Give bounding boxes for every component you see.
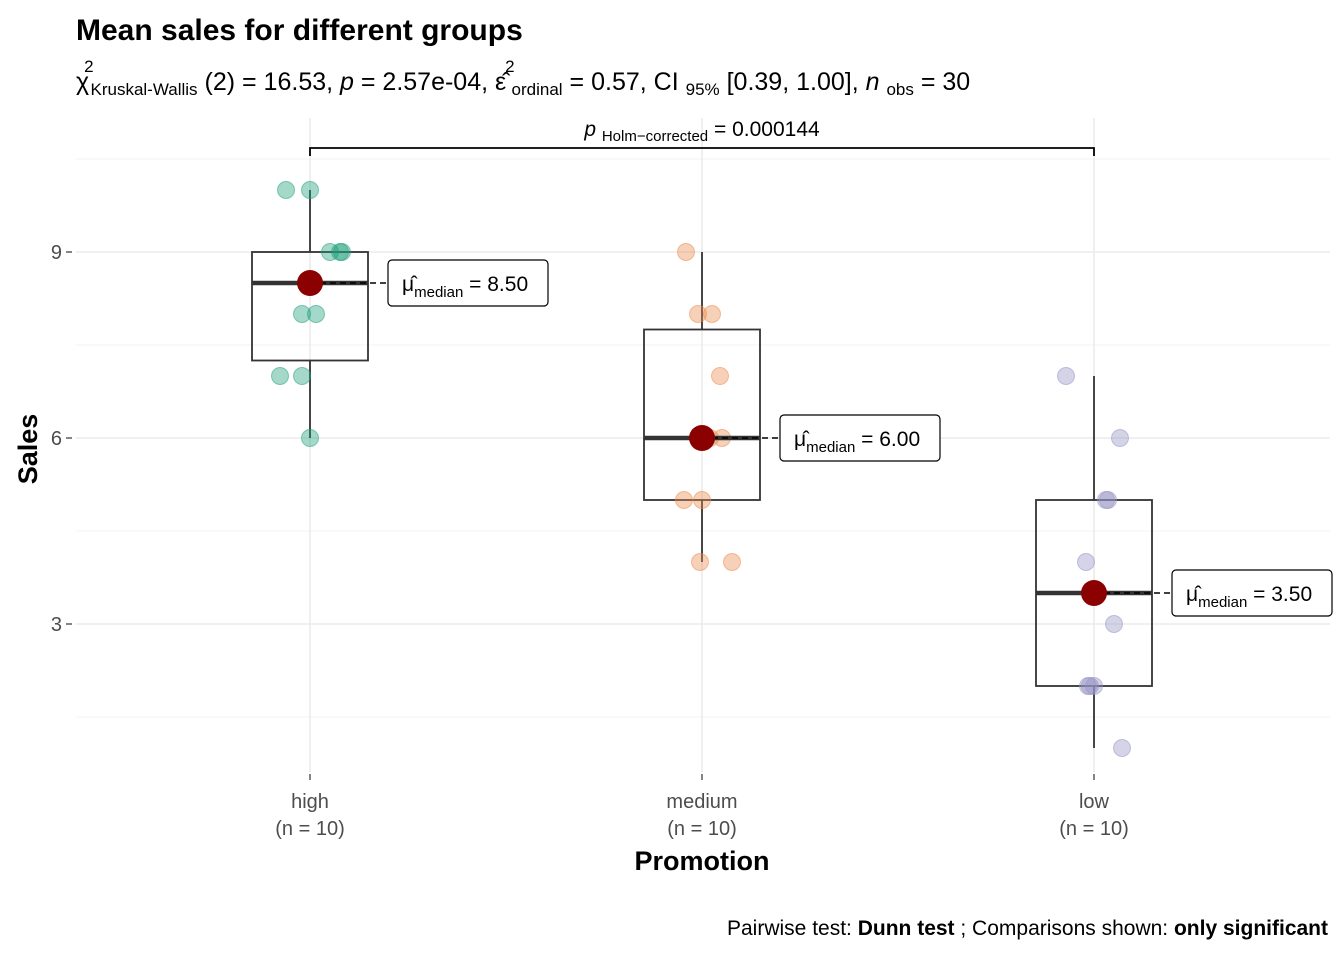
- comparison-bracket: p Holm−corrected = 0.000144: [309, 118, 1095, 156]
- chart-title: Mean sales for different groups: [76, 14, 523, 47]
- x-tick-count: (n = 10): [275, 818, 344, 840]
- subtitle-df: (2): [205, 68, 236, 96]
- median-label-value: 3.50: [1271, 583, 1312, 606]
- subtitle-n-value: = 30: [921, 68, 970, 96]
- x-axis-ticks: high (n = 10) medium (n = 10) low (n = 10): [275, 774, 1129, 840]
- data-point: [333, 243, 351, 261]
- subtitle-es-value: = 0.57, CI: [570, 68, 679, 96]
- data-point: [1113, 739, 1131, 757]
- data-point: [1057, 367, 1075, 385]
- subtitle-n-symbol: n: [866, 68, 880, 96]
- median-label-value: 6.00: [879, 428, 920, 451]
- median-label-eq: =: [855, 428, 879, 451]
- median-label-eq: =: [463, 273, 487, 296]
- subtitle-p-symbol: p: [339, 68, 354, 96]
- box: [251, 251, 369, 362]
- data-point: [1077, 553, 1095, 571]
- median-label-sub: median: [806, 439, 855, 456]
- data-point: [711, 367, 729, 385]
- y-axis-label: Sales: [13, 414, 43, 485]
- data-point: [1081, 677, 1099, 695]
- data-point: [293, 367, 311, 385]
- median-label-box: [779, 414, 941, 462]
- data-point: [693, 491, 711, 509]
- x-axis-label: Promotion: [635, 846, 770, 876]
- data-point: [1111, 429, 1129, 447]
- median-label-eq: =: [1247, 583, 1271, 606]
- box-group-medium: μ̂median = 6.00: [643, 243, 941, 571]
- box: [643, 328, 761, 501]
- data-point: [301, 429, 319, 447]
- data-point: [691, 553, 709, 571]
- data-point: [689, 305, 707, 323]
- x-tick-count: (n = 10): [667, 818, 736, 840]
- median-label: μ̂median = 3.50: [1186, 583, 1312, 611]
- data-point: [301, 181, 319, 199]
- median-label-sub: median: [414, 284, 463, 301]
- subtitle-es-sup: 2: [505, 57, 514, 76]
- y-tick-label: 3: [51, 614, 62, 636]
- y-tick-label: 9: [51, 242, 62, 264]
- data-point: [703, 305, 721, 323]
- subtitle-n-sub: obs: [886, 80, 913, 99]
- comparison-bracket-line: [309, 147, 1095, 156]
- x-tick-count: (n = 10): [1059, 818, 1128, 840]
- data-point: [293, 305, 311, 323]
- median-label: μ̂median = 8.50: [402, 273, 528, 301]
- subtitle-stat-value: = 16.53,: [242, 68, 340, 96]
- median-point: [689, 425, 715, 451]
- data-point: [271, 367, 289, 385]
- caption-part2: Dunn test: [858, 917, 955, 940]
- data-point: [675, 491, 693, 509]
- x-tick-label: high: [291, 791, 329, 813]
- subtitle-stat-sub: Kruskal-Wallis: [91, 80, 198, 99]
- box-group-high: μ̂median = 8.50: [251, 181, 549, 447]
- x-tick-label: medium: [666, 791, 737, 813]
- median-label-symbol: μ̂: [402, 273, 418, 296]
- data-point: [1085, 677, 1103, 695]
- subtitle-ci-sub: 95%: [686, 80, 720, 99]
- y-axis-ticks: 3 6 9: [51, 242, 72, 636]
- chart-subtitle: χ 2 Kruskal-Wallis (2) = 16.53, p = 2.57…: [76, 50, 970, 101]
- median-label-box: [1171, 569, 1333, 617]
- subtitle-es-sub: ordinal: [512, 80, 563, 99]
- data-point: [677, 243, 695, 261]
- x-tick-label: low: [1079, 791, 1110, 813]
- caption-part3: ; Comparisons shown:: [960, 917, 1174, 940]
- comparison-label: p Holm−corrected = 0.000144: [583, 118, 820, 146]
- data-point: [277, 181, 295, 199]
- data-point: [307, 305, 325, 323]
- subtitle-p-value: = 2.57e-04,: [361, 68, 495, 96]
- median-label: μ̂median = 6.00: [794, 428, 920, 456]
- median-label-symbol: μ̂: [794, 428, 810, 451]
- comparison-p-symbol: p: [583, 118, 596, 141]
- caption-part1: Pairwise test:: [727, 917, 858, 940]
- subtitle-stat-symbol: χ: [76, 68, 89, 96]
- median-label-symbol: μ̂: [1186, 583, 1202, 606]
- box-groups: μ̂median = 8.50μ̂median = 6.00μ̂median =…: [251, 181, 1333, 757]
- caption-part4: only significant: [1174, 917, 1328, 940]
- caption: Pairwise test: Dunn test ; Comparisons s…: [727, 917, 1328, 940]
- y-tick-label: 6: [51, 428, 62, 450]
- median-label-box: [387, 259, 549, 307]
- data-point: [1099, 491, 1117, 509]
- box-group-low: μ̂median = 3.50: [1035, 367, 1333, 757]
- data-point: [1105, 615, 1123, 633]
- subtitle-stat-sup: 2: [84, 57, 93, 76]
- comparison-p-value: = 0.000144: [714, 118, 820, 141]
- median-label-value: 8.50: [487, 273, 528, 296]
- data-point: [723, 553, 741, 571]
- median-label-sub: median: [1198, 594, 1247, 611]
- subtitle-ci-value: [0.39, 1.00],: [727, 68, 866, 96]
- median-point: [297, 270, 323, 296]
- comparison-p-sub: Holm−corrected: [602, 128, 708, 145]
- median-point: [1081, 580, 1107, 606]
